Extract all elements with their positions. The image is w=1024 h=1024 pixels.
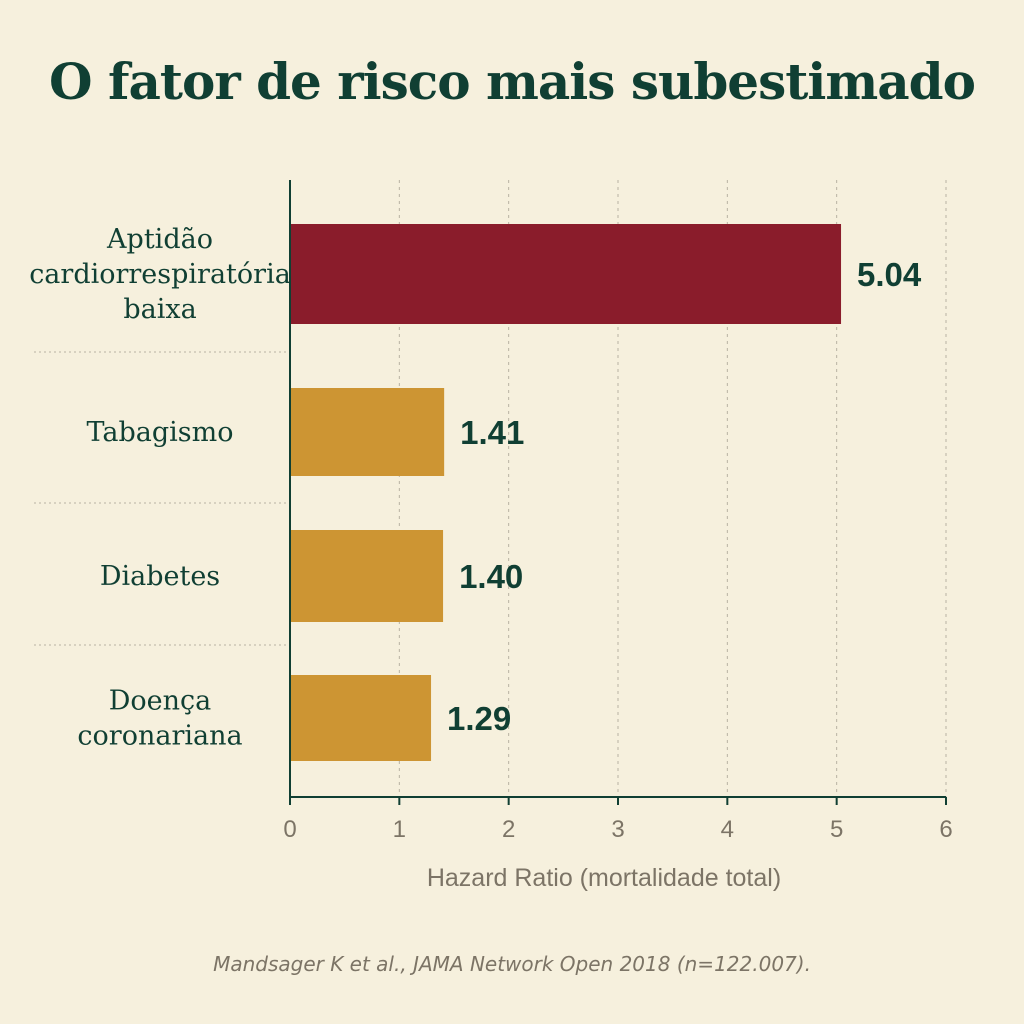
bars — [290, 224, 842, 761]
category-label-line: baixa — [123, 294, 196, 325]
bar — [290, 675, 432, 761]
bar — [290, 224, 842, 324]
x-axis-title: Hazard Ratio (mortalidade total) — [427, 864, 781, 892]
category-label: Diabetes — [100, 561, 220, 592]
x-tick-label: 2 — [502, 816, 515, 843]
category-labels: Aptidão cardiorrespiratória baixa Tabagismo… — [29, 224, 291, 752]
category-label-line: Diabetes — [100, 561, 220, 592]
category-label-line: Tabagismo — [86, 417, 233, 448]
grid-lines — [398, 180, 947, 797]
bar — [290, 530, 444, 622]
x-tick-label: 4 — [721, 816, 734, 843]
category-label: Doença coronariana — [77, 686, 242, 752]
category-label-line: Aptidão — [106, 224, 213, 255]
category-label-line: coronariana — [77, 721, 242, 752]
value-label: 1.29 — [447, 700, 511, 737]
source-citation: Mandsager K et al., JAMA Network Open 20… — [213, 952, 811, 976]
x-axis-ticks: 0 1 2 3 4 5 6 — [283, 797, 953, 843]
row-separators — [34, 351, 290, 646]
x-tick-label: 3 — [611, 816, 624, 843]
x-tick-label: 0 — [283, 816, 296, 843]
x-tick-label: 6 — [939, 816, 952, 843]
bar — [290, 388, 445, 476]
chart-title: O fator de risco mais subestimado — [49, 52, 976, 111]
x-tick-label: 1 — [393, 816, 406, 843]
value-label: 1.40 — [459, 558, 523, 595]
value-label: 1.41 — [460, 414, 524, 451]
category-label-line: Doença — [109, 686, 212, 717]
category-label: Aptidão cardiorrespiratória baixa — [29, 224, 291, 325]
category-label: Tabagismo — [86, 417, 233, 448]
value-label: 5.04 — [857, 256, 922, 293]
category-label-line: cardiorrespiratória — [29, 259, 291, 290]
value-labels: 5.04 1.41 1.40 1.29 — [447, 256, 922, 737]
x-tick-label: 5 — [830, 816, 843, 843]
